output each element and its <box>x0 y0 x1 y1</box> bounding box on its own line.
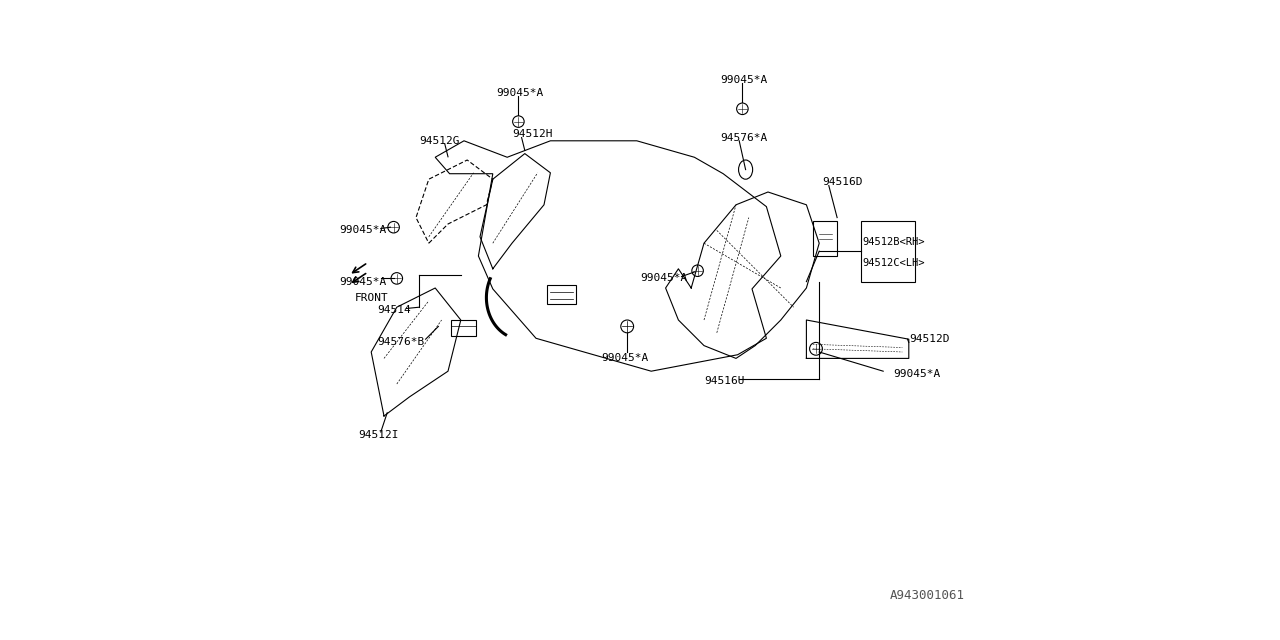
Text: 94512B<RH>: 94512B<RH> <box>863 237 925 247</box>
Text: 99045*A: 99045*A <box>719 75 767 85</box>
Text: 94576*A: 94576*A <box>719 132 767 143</box>
Text: 99045*A: 99045*A <box>497 88 543 98</box>
Bar <box>452 320 476 336</box>
Text: 94512D: 94512D <box>909 334 950 344</box>
Text: 94512H: 94512H <box>512 129 553 140</box>
Text: 94514: 94514 <box>378 305 411 316</box>
Text: 94512C<LH>: 94512C<LH> <box>863 259 925 268</box>
Bar <box>860 221 915 282</box>
Text: 99045*A: 99045*A <box>893 369 940 380</box>
Text: 94516U: 94516U <box>704 376 745 386</box>
Text: 99045*A: 99045*A <box>339 276 387 287</box>
Text: 99045*A: 99045*A <box>640 273 687 284</box>
Bar <box>813 221 837 256</box>
Text: 99045*A: 99045*A <box>339 225 387 236</box>
Text: FRONT: FRONT <box>356 292 389 303</box>
Text: 94512G: 94512G <box>420 136 460 146</box>
Text: 94516D: 94516D <box>823 177 863 188</box>
Text: A943001061: A943001061 <box>890 589 965 602</box>
Text: 99045*A: 99045*A <box>602 353 649 364</box>
Text: 94576*B: 94576*B <box>378 337 425 348</box>
Bar <box>548 285 576 304</box>
Text: 94512I: 94512I <box>358 430 399 440</box>
